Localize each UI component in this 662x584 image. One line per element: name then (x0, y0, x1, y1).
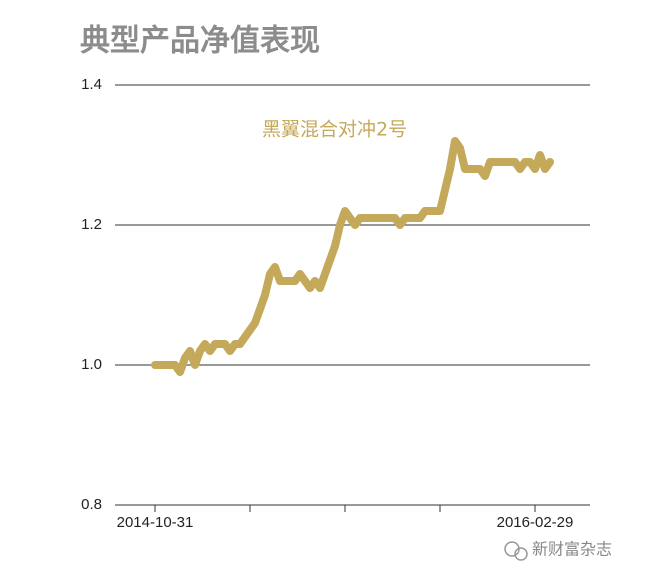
series-label: 黑翼混合对冲2号 (262, 119, 407, 141)
watermark: 新财富杂志 (532, 540, 612, 559)
watermark-icon (504, 541, 528, 561)
chart-title: 典型产品净值表现 (80, 24, 320, 59)
x-tick-label: 2014-10-31 (117, 514, 194, 531)
x-tick-label: 2016-02-29 (497, 514, 574, 531)
y-tick-label: 1.2 (81, 216, 102, 233)
y-tick-label: 1.4 (81, 76, 102, 93)
series-line (151, 137, 554, 376)
y-tick-label: 0.8 (81, 496, 102, 513)
y-tick-label: 1.0 (81, 356, 102, 373)
